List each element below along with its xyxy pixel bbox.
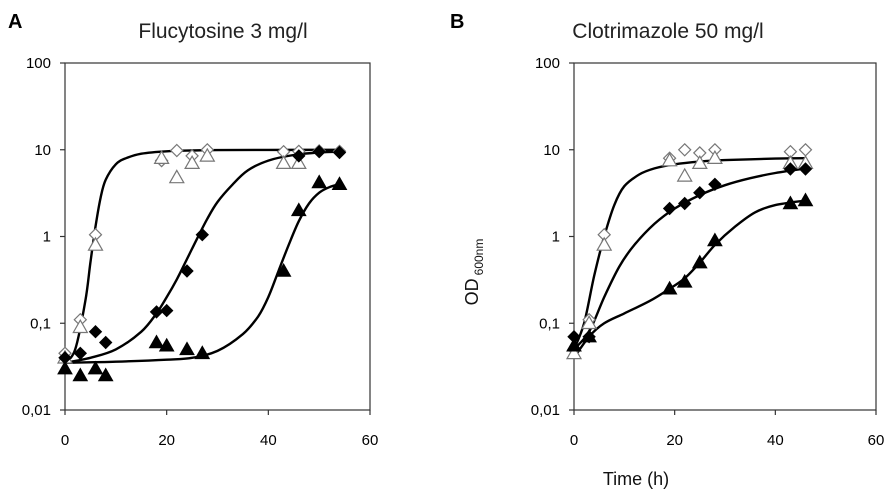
chart-b-ytick-3: 10 <box>543 142 560 159</box>
chart-a-filled-triangle-point <box>194 345 211 360</box>
chart-b-data-points <box>565 142 814 360</box>
chart-b-open-triangle-point <box>676 167 693 182</box>
chart-a-ytick-2: 1 <box>43 229 51 246</box>
chart-a-svg: A Flucytosine 3 mg/l 0,01 0,1 1 10 100 0… <box>8 11 379 449</box>
chart-a-open-triangle-point <box>184 154 201 169</box>
chart-a-open-triangle-point <box>72 318 89 334</box>
chart-b-filled-triangle-point <box>566 337 582 352</box>
chart-a-title: Flucytosine 3 mg/l <box>138 20 307 43</box>
chart-a-filled-diamond-point <box>73 346 88 361</box>
chart-a-filled-diamond-point <box>195 227 210 242</box>
chart-a-open-triangle-point <box>168 169 185 184</box>
chart-a-ytick-1: 0,1 <box>30 315 51 332</box>
chart-panel-b: B Clotrimazole 50 mg/l 0,01 0,1 1 10 100… <box>446 0 892 498</box>
chart-a-ytick-4: 100 <box>26 55 51 72</box>
chart-a-filled-triangle-point <box>148 334 165 349</box>
chart-a-ytick-3: 10 <box>34 142 51 159</box>
chart-b-title: Clotrimazole 50 mg/l <box>572 20 763 43</box>
chart-b-svg: B Clotrimazole 50 mg/l 0,01 0,1 1 10 100… <box>450 11 885 489</box>
chart-b-tick-marks <box>569 62 877 415</box>
chart-b-filled-triangle-point <box>691 254 708 269</box>
chart-a-filled-diamond-point <box>98 335 113 350</box>
chart-b-open-triangle-point <box>596 236 613 251</box>
chart-b-ytick-0: 0,01 <box>531 402 560 419</box>
chart-b-y-axis-label: OD 600nm <box>462 239 486 306</box>
chart-a-fit-triangle-curve <box>64 183 340 364</box>
chart-a-xtick-2: 40 <box>260 432 277 449</box>
chart-b-x-axis-label: Time (h) <box>603 469 669 489</box>
chart-a-fit-diamond-curve <box>64 150 340 364</box>
chart-a-x-tick-labels: 0 20 40 60 <box>61 432 379 449</box>
chart-b-y-tick-labels: 0,01 0,1 1 10 100 <box>531 55 560 419</box>
chart-b-xtick-3: 60 <box>868 432 885 449</box>
chart-a-plot-frame <box>64 62 371 411</box>
chart-a-filled-triangle-point <box>158 337 175 352</box>
chart-a-tick-marks <box>60 62 371 415</box>
chart-b-filled-diamond-point <box>798 162 813 176</box>
chart-a-open-diamond-point <box>169 143 184 158</box>
chart-b-filled-diamond-point <box>677 196 692 211</box>
chart-b-xtick-0: 0 <box>570 432 578 449</box>
chart-b-filled-triangle-point <box>797 192 814 207</box>
chart-a-filled-diamond-point <box>292 149 306 163</box>
chart-b-filled-diamond-point <box>783 162 798 176</box>
chart-a-filled-triangle-point <box>87 360 104 375</box>
chart-b-open-triangle-point <box>581 315 598 330</box>
chart-b-filled-triangle-point <box>707 232 723 247</box>
chart-a-data-points <box>56 142 348 382</box>
chart-a-filled-triangle-point <box>290 202 307 217</box>
chart-a-filled-triangle-point <box>72 367 89 382</box>
chart-b-open-triangle-point <box>565 345 583 360</box>
chart-a-filled-diamond-point <box>159 303 174 318</box>
chart-a-filled-triangle-point <box>179 341 195 356</box>
chart-a-fit-curves <box>64 148 340 364</box>
chart-a-xtick-1: 20 <box>158 432 175 449</box>
chart-b-filled-diamond-point <box>708 177 722 192</box>
chart-a-open-triangle-point <box>153 149 170 164</box>
chart-b-x-tick-labels: 0 20 40 60 <box>570 432 885 449</box>
chart-a-xtick-0: 0 <box>61 432 69 449</box>
chart-a-filled-triangle-point <box>275 262 292 277</box>
chart-a-filled-diamond-point <box>149 305 164 319</box>
chart-b-ytick-1: 0,1 <box>539 315 560 332</box>
chart-b-y-axis-label-sub: 600nm <box>472 239 486 276</box>
chart-panel-a: A Flucytosine 3 mg/l 0,01 0,1 1 10 100 0… <box>0 0 446 498</box>
chart-a-filled-diamond-point <box>180 264 194 278</box>
chart-b-filled-diamond-point <box>693 185 707 200</box>
panel-letter-a: A <box>8 11 22 33</box>
chart-b-filled-triangle-point <box>782 195 799 210</box>
chart-a-y-tick-labels: 0,01 0,1 1 10 100 <box>22 55 51 419</box>
chart-a-open-triangle-point <box>275 154 292 169</box>
chart-b-open-triangle-point <box>691 154 708 169</box>
chart-b-open-diamond-point <box>798 142 813 157</box>
chart-b-open-triangle-point <box>661 152 678 167</box>
chart-b-fit-open-curve <box>572 157 806 350</box>
chart-a-fit-open-curve <box>64 148 340 364</box>
chart-b-filled-triangle-point <box>581 328 597 343</box>
chart-b-ytick-2: 1 <box>552 229 560 246</box>
chart-a-filled-triangle-point <box>331 176 348 190</box>
chart-a-filled-triangle-point <box>311 174 328 189</box>
chart-a-open-triangle-point <box>199 147 216 162</box>
chart-b-xtick-2: 40 <box>767 432 784 449</box>
chart-b-fit-curves <box>572 157 806 359</box>
chart-b-filled-triangle-point <box>676 273 693 288</box>
chart-a-xtick-3: 60 <box>362 432 379 449</box>
chart-b-ytick-4: 100 <box>535 55 560 72</box>
chart-b-open-triangle-point <box>706 149 723 164</box>
chart-b-filled-diamond-point <box>662 201 677 216</box>
chart-a-filled-diamond-point <box>332 145 347 160</box>
chart-b-xtick-1: 20 <box>666 432 683 449</box>
chart-b-filled-triangle-point <box>661 280 678 295</box>
chart-a-ytick-0: 0,01 <box>22 402 51 419</box>
chart-a-filled-triangle-point <box>57 360 73 375</box>
chart-b-y-axis-label-main: OD <box>462 278 482 305</box>
panel-letter-b: B <box>450 11 464 33</box>
chart-a-filled-triangle-point <box>97 367 114 382</box>
chart-a-filled-diamond-point <box>88 324 103 339</box>
chart-b-fit-diamond-curve <box>573 167 806 351</box>
chart-b-open-diamond-point <box>677 142 692 157</box>
chart-a-open-triangle-point <box>87 236 104 251</box>
chart-a-filled-diamond-point <box>312 144 326 159</box>
